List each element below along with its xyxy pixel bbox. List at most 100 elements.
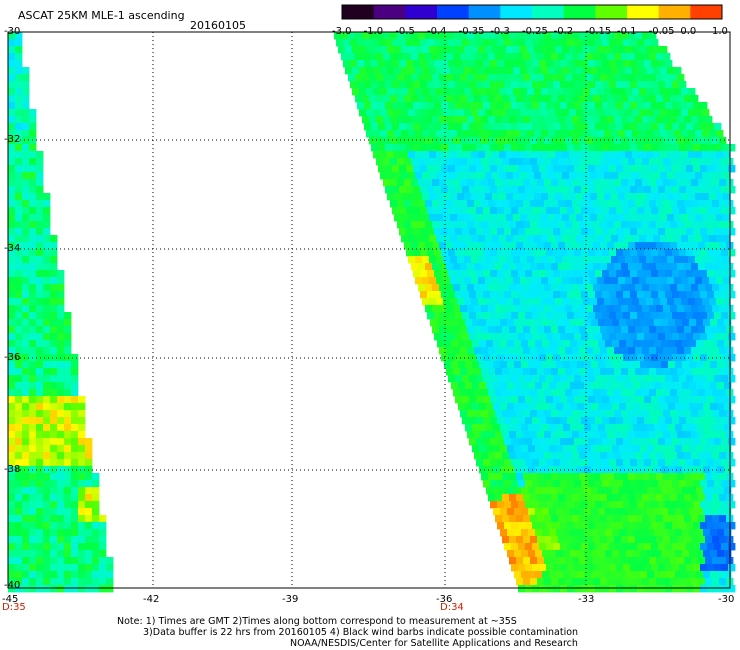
data-cell	[385, 123, 393, 131]
data-cell	[677, 347, 685, 355]
data-cell	[607, 347, 615, 355]
data-cell	[92, 487, 100, 495]
data-cell	[579, 221, 587, 229]
data-cell	[462, 249, 470, 257]
data-cell	[534, 193, 542, 201]
data-cell	[640, 340, 648, 348]
data-cell	[399, 186, 407, 194]
data-cell	[558, 137, 566, 145]
data-cell	[15, 480, 23, 488]
data-cell	[467, 74, 475, 82]
data-cell	[483, 480, 491, 488]
data-cell	[686, 123, 694, 131]
data-cell	[408, 172, 416, 180]
data-cell	[607, 284, 615, 292]
data-cell	[532, 270, 540, 278]
data-cell	[15, 459, 23, 467]
data-cell	[488, 221, 496, 229]
data-cell	[523, 116, 531, 124]
data-cell	[537, 347, 545, 355]
data-cell	[560, 438, 568, 446]
data-cell	[612, 340, 620, 348]
data-cell	[581, 480, 589, 488]
data-cell	[490, 39, 498, 47]
data-cell	[369, 95, 377, 103]
data-cell	[642, 32, 650, 40]
data-cell	[644, 39, 652, 47]
data-cell	[476, 123, 484, 131]
data-cell	[705, 305, 713, 313]
data-cell	[415, 46, 423, 54]
data-cell	[558, 347, 566, 355]
data-cell	[472, 319, 480, 327]
data-cell	[8, 95, 16, 103]
data-cell	[462, 354, 470, 362]
data-cell	[71, 466, 79, 474]
data-cell	[623, 291, 631, 299]
data-cell	[502, 305, 510, 313]
data-cell	[663, 95, 671, 103]
data-cell	[728, 375, 736, 383]
data-cell	[707, 291, 715, 299]
data-cell	[584, 445, 592, 453]
data-cell	[565, 95, 573, 103]
data-cell	[443, 151, 451, 159]
data-cell	[679, 543, 687, 551]
data-cell	[656, 473, 664, 481]
data-cell	[36, 550, 44, 558]
data-cell	[670, 515, 678, 523]
data-cell	[612, 571, 620, 579]
data-cell	[50, 354, 58, 362]
data-cell	[29, 522, 37, 530]
data-cell	[642, 263, 650, 271]
data-cell	[702, 214, 710, 222]
data-cell	[15, 228, 23, 236]
data-cell	[376, 53, 384, 61]
data-cell	[700, 501, 708, 509]
data-cell	[668, 571, 676, 579]
data-cell	[563, 403, 571, 411]
data-cell	[432, 284, 440, 292]
data-cell	[8, 179, 16, 187]
data-cell	[586, 368, 594, 376]
map-date: 20160105	[190, 19, 246, 32]
data-cell	[493, 319, 501, 327]
data-cell	[649, 410, 657, 418]
data-cell	[551, 536, 559, 544]
data-cell	[637, 249, 645, 257]
data-cell	[8, 529, 16, 537]
data-cell	[64, 424, 72, 432]
data-cell	[675, 340, 683, 348]
data-cell	[581, 459, 589, 467]
data-cell	[567, 354, 575, 362]
data-cell	[565, 200, 573, 208]
lat-label: -38	[4, 464, 21, 475]
data-cell	[36, 578, 44, 586]
data-cell	[511, 438, 519, 446]
data-cell	[537, 410, 545, 418]
data-cell	[707, 459, 715, 467]
data-cell	[369, 32, 377, 40]
data-cell	[432, 305, 440, 313]
data-cell	[611, 88, 619, 96]
data-cell	[511, 39, 519, 47]
data-cell	[665, 228, 673, 236]
data-cell	[469, 312, 477, 320]
data-cell	[621, 431, 629, 439]
data-cell	[660, 214, 668, 222]
data-cell	[668, 445, 676, 453]
data-cell	[460, 221, 468, 229]
data-cell	[8, 88, 16, 96]
data-cell	[656, 452, 664, 460]
data-cell	[376, 116, 384, 124]
data-cell	[677, 95, 685, 103]
data-cell	[541, 88, 549, 96]
data-cell	[92, 480, 100, 488]
data-cell	[591, 382, 599, 390]
data-cell	[560, 60, 568, 68]
data-cell	[43, 354, 51, 362]
data-cell	[618, 256, 626, 264]
data-cell	[527, 130, 535, 138]
data-cell	[85, 550, 93, 558]
data-cell	[50, 389, 58, 397]
